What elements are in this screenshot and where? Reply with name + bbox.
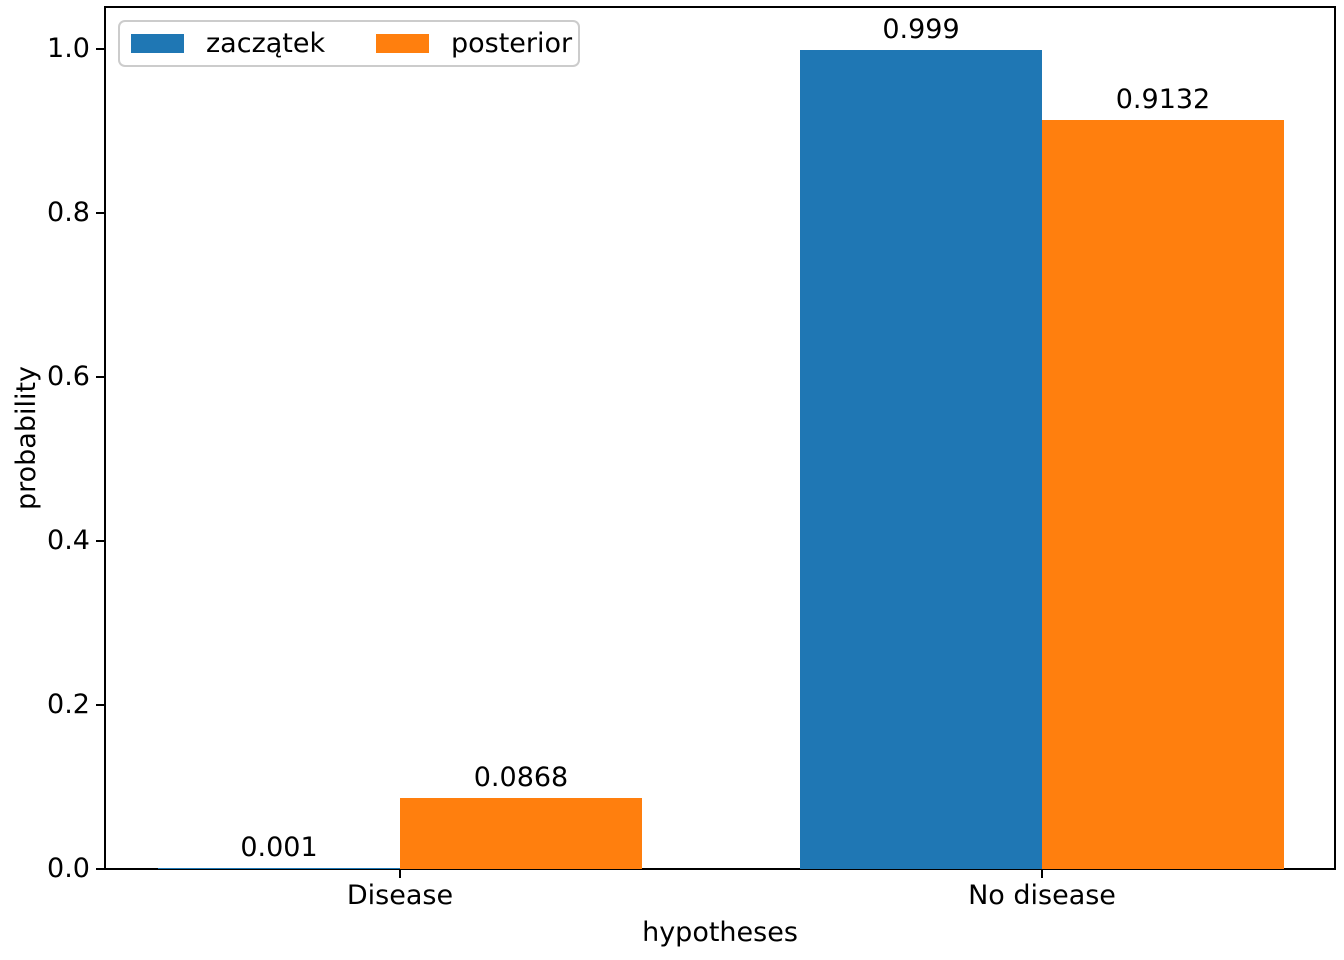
x-axis-label: hypotheses — [642, 917, 798, 948]
top-spine — [104, 6, 1336, 8]
bar-value-label: 0.9132 — [1115, 84, 1211, 115]
bar-value-label: 0.001 — [240, 832, 318, 863]
legend: zaczątek posterior — [118, 20, 580, 67]
legend-label-posterior: posterior — [451, 27, 573, 59]
legend-label-prior: zaczątek — [206, 27, 326, 59]
bar-value-label: 0.0868 — [473, 762, 569, 793]
plot-area: 0.001 0.999 0.0868 0.9132 — [106, 7, 1334, 869]
bar — [400, 798, 642, 869]
bar — [158, 868, 400, 869]
bar — [800, 50, 1042, 869]
x-tick-label: Disease — [346, 880, 454, 911]
y-tick-mark — [96, 48, 104, 50]
y-tick-label: 0.2 — [47, 689, 90, 720]
legend-entry-posterior: posterior — [376, 27, 573, 59]
posterior-series-swatch — [376, 34, 429, 53]
x-tick-label: No disease — [968, 880, 1116, 911]
y-tick-mark — [96, 540, 104, 542]
y-axis-label: probability — [11, 365, 42, 511]
y-tick-mark — [96, 376, 104, 378]
y-tick-label: 0.6 — [47, 361, 90, 392]
y-tick-mark — [96, 868, 104, 870]
right-spine — [1334, 6, 1336, 870]
y-tick-label: 0.8 — [47, 197, 90, 228]
x-tick-mark — [399, 870, 401, 878]
bar-value-label: 0.999 — [882, 14, 960, 45]
y-tick-label: 1.0 — [47, 33, 90, 64]
prior-series-swatch — [131, 34, 184, 53]
y-tick-label: 0.0 — [47, 853, 90, 884]
x-axis-spine — [104, 868, 1336, 870]
y-tick-mark — [96, 212, 104, 214]
y-tick-mark — [96, 704, 104, 706]
x-tick-mark — [1041, 870, 1043, 878]
bar — [1042, 120, 1284, 869]
y-tick-label: 0.4 — [47, 525, 90, 556]
y-axis-spine — [104, 6, 106, 870]
legend-entry-prior: zaczątek — [131, 27, 376, 59]
